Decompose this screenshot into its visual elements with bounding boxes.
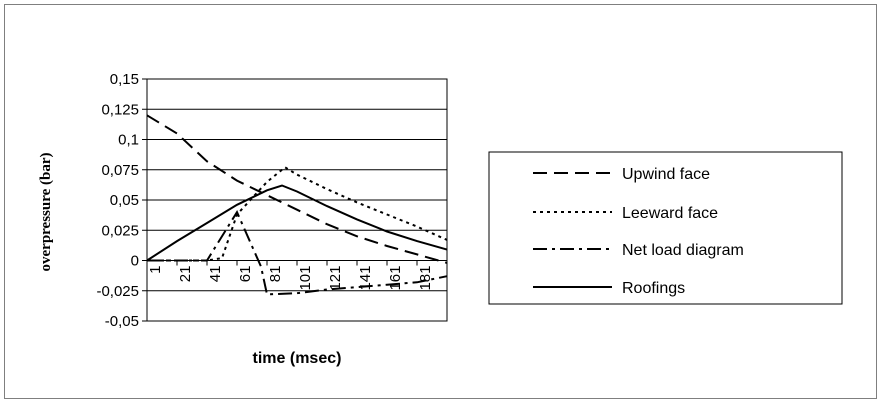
x-tick-label: 21 (177, 266, 194, 283)
x-axis-ticks: 1 21 41 61 81 101 121 141 161 181 (146, 260, 434, 291)
x-tick-label: 101 (297, 266, 314, 291)
series-line-leeward-face (147, 166, 448, 262)
legend-label: Net load diagram (622, 242, 744, 259)
x-tick-label: 141 (357, 266, 374, 291)
y-tick-label: 0,125 (101, 101, 139, 118)
series-line-roofings (146, 184, 448, 262)
y-axis-ticks: -0,05 -0,025 0 0,025 0,05 0,075 0,1 0,125 0,15 (96, 71, 147, 330)
y-tick-label: 0,05 (110, 192, 139, 209)
x-tick-label: 121 (327, 266, 344, 291)
x-axis-label: time (msec) (253, 350, 342, 367)
x-tick-label: 41 (207, 266, 224, 283)
legend-label: Roofings (622, 280, 685, 297)
x-tick-label: 61 (237, 266, 254, 283)
series-line-upwind-face (146, 114, 448, 264)
y-tick-label: -0,025 (96, 283, 139, 300)
y-tick-label: -0,05 (105, 313, 139, 330)
y-tick-label: 0 (131, 253, 139, 270)
x-tick-label: 181 (417, 266, 434, 291)
y-tick-label: 0,025 (101, 222, 139, 239)
y-axis-label: overpressure (bar) (38, 152, 54, 271)
series-lines (146, 114, 448, 296)
x-tick-label: 81 (267, 266, 284, 283)
legend-label: Upwind face (622, 166, 710, 183)
legend-label: Leeward face (622, 205, 718, 222)
y-tick-label: 0,075 (101, 162, 139, 179)
y-tick-label: 0,1 (118, 132, 139, 149)
x-tick-label: 161 (387, 266, 404, 291)
series-line-net-load-diagram (147, 209, 448, 296)
legend-box (488, 151, 843, 305)
legend: Upwind face Leeward face Net load diagram R… (488, 151, 843, 305)
y-tick-label: 0,15 (110, 71, 139, 88)
x-tick-label: 1 (147, 266, 164, 274)
